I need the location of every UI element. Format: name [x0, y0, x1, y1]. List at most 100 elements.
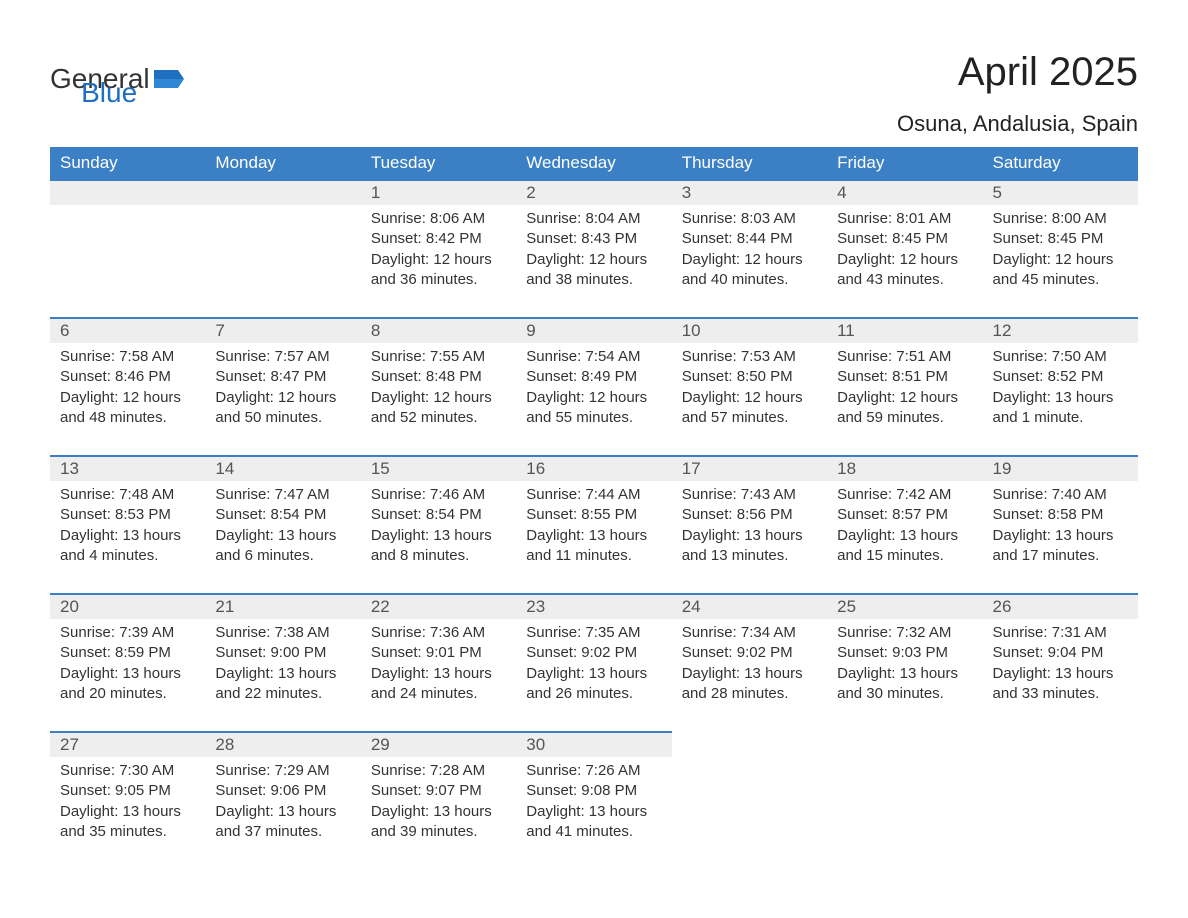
weekday-header: Saturday	[983, 147, 1138, 179]
daylight-text: Daylight: 12 hours	[371, 250, 506, 270]
daylight-text: Daylight: 13 hours	[993, 526, 1128, 546]
daylight-text-cont: and 59 minutes.	[837, 408, 972, 428]
daylight-text-cont: and 45 minutes.	[993, 270, 1128, 290]
daylight-text: Daylight: 13 hours	[837, 526, 972, 546]
daylight-text: Daylight: 13 hours	[526, 664, 661, 684]
daylight-text-cont: and 57 minutes.	[682, 408, 817, 428]
day-number: 8	[361, 317, 516, 343]
day-number: 30	[516, 731, 671, 757]
calendar-day-cell: 4Sunrise: 8:01 AMSunset: 8:45 PMDaylight…	[827, 179, 982, 317]
calendar-day-cell: 9Sunrise: 7:54 AMSunset: 8:49 PMDaylight…	[516, 317, 671, 455]
sunrise-text: Sunrise: 7:35 AM	[526, 623, 661, 643]
daylight-text-cont: and 20 minutes.	[60, 684, 195, 704]
daylight-text-cont: and 40 minutes.	[682, 270, 817, 290]
weekday-header: Monday	[205, 147, 360, 179]
daylight-text: Daylight: 13 hours	[837, 664, 972, 684]
daylight-text-cont: and 8 minutes.	[371, 546, 506, 566]
logo-flag-icon	[154, 70, 184, 88]
calendar-day-cell: 21Sunrise: 7:38 AMSunset: 9:00 PMDayligh…	[205, 593, 360, 731]
day-details: Sunrise: 7:28 AMSunset: 9:07 PMDaylight:…	[361, 757, 516, 848]
sunset-text: Sunset: 9:06 PM	[215, 781, 350, 801]
day-details: Sunrise: 7:32 AMSunset: 9:03 PMDaylight:…	[827, 619, 982, 710]
day-details: Sunrise: 8:00 AMSunset: 8:45 PMDaylight:…	[983, 205, 1138, 296]
day-number: 3	[672, 179, 827, 205]
day-number: 25	[827, 593, 982, 619]
sunrise-text: Sunrise: 7:39 AM	[60, 623, 195, 643]
daylight-text-cont: and 4 minutes.	[60, 546, 195, 566]
sunrise-text: Sunrise: 7:48 AM	[60, 485, 195, 505]
sunset-text: Sunset: 8:59 PM	[60, 643, 195, 663]
calendar-day-cell: 11Sunrise: 7:51 AMSunset: 8:51 PMDayligh…	[827, 317, 982, 455]
day-number: 10	[672, 317, 827, 343]
calendar-day-cell: 25Sunrise: 7:32 AMSunset: 9:03 PMDayligh…	[827, 593, 982, 731]
day-number: 20	[50, 593, 205, 619]
daylight-text-cont: and 52 minutes.	[371, 408, 506, 428]
sunrise-text: Sunrise: 7:55 AM	[371, 347, 506, 367]
day-number: 5	[983, 179, 1138, 205]
calendar-table: SundayMondayTuesdayWednesdayThursdayFrid…	[50, 147, 1138, 869]
sunrise-text: Sunrise: 7:36 AM	[371, 623, 506, 643]
sunrise-text: Sunrise: 7:53 AM	[682, 347, 817, 367]
sunset-text: Sunset: 9:00 PM	[215, 643, 350, 663]
calendar-day-cell: 27Sunrise: 7:30 AMSunset: 9:05 PMDayligh…	[50, 731, 205, 869]
calendar-week-row: 6Sunrise: 7:58 AMSunset: 8:46 PMDaylight…	[50, 317, 1138, 455]
daylight-text: Daylight: 13 hours	[215, 664, 350, 684]
sunrise-text: Sunrise: 7:54 AM	[526, 347, 661, 367]
calendar-body: 1Sunrise: 8:06 AMSunset: 8:42 PMDaylight…	[50, 179, 1138, 869]
day-number: 15	[361, 455, 516, 481]
daylight-text-cont: and 39 minutes.	[371, 822, 506, 842]
weekday-header: Tuesday	[361, 147, 516, 179]
calendar-week-row: 20 Sunrise: 7:39 AMSunset: 8:59 PM Dayligh…	[50, 593, 1138, 731]
sunset-text: Sunset: 9:01 PM	[371, 643, 506, 663]
sunset-text: Sunset: 9:03 PM	[837, 643, 972, 663]
day-details: Sunrise: 7:42 AMSunset: 8:57 PMDaylight:…	[827, 481, 982, 572]
sunrise-text: Sunrise: 7:50 AM	[993, 347, 1128, 367]
day-number: 7	[205, 317, 360, 343]
sunrise-text: Sunrise: 8:03 AM	[682, 209, 817, 229]
daylight-text: Daylight: 12 hours	[682, 388, 817, 408]
month-title: April 2025	[958, 50, 1138, 95]
sunrise-text: Sunrise: 7:42 AM	[837, 485, 972, 505]
calendar-day-cell: 18Sunrise: 7:42 AMSunset: 8:57 PMDayligh…	[827, 455, 982, 593]
calendar-day-cell: 28Sunrise: 7:29 AMSunset: 9:06 PMDayligh…	[205, 731, 360, 869]
daylight-text-cont: and 6 minutes.	[215, 546, 350, 566]
day-number: 29	[361, 731, 516, 757]
sunset-text: Sunset: 8:47 PM	[215, 367, 350, 387]
day-number: 23	[516, 593, 671, 619]
day-details: Sunrise: 7:31 AMSunset: 9:04 PMDaylight:…	[983, 619, 1138, 710]
day-number: 16	[516, 455, 671, 481]
day-number: 26	[983, 593, 1138, 619]
day-details: Sunrise: 7:54 AMSunset: 8:49 PMDaylight:…	[516, 343, 671, 434]
day-details: Sunrise: 8:01 AMSunset: 8:45 PMDaylight:…	[827, 205, 982, 296]
daylight-text: Daylight: 13 hours	[682, 526, 817, 546]
sunset-text: Sunset: 8:43 PM	[526, 229, 661, 249]
calendar-day-cell: 7Sunrise: 7:57 AMSunset: 8:47 PMDaylight…	[205, 317, 360, 455]
day-details: Sunrise: 7:55 AMSunset: 8:48 PMDaylight:…	[361, 343, 516, 434]
day-number: 13	[50, 455, 205, 481]
calendar-day-cell: 12Sunrise: 7:50 AMSunset: 8:52 PMDayligh…	[983, 317, 1138, 455]
day-number: 6	[50, 317, 205, 343]
day-number: 9	[516, 317, 671, 343]
daylight-text-cont: and 26 minutes.	[526, 684, 661, 704]
day-number: 17	[672, 455, 827, 481]
calendar-day-cell: 3Sunrise: 8:03 AMSunset: 8:44 PMDaylight…	[672, 179, 827, 317]
day-number: 12	[983, 317, 1138, 343]
sunrise-text: Sunrise: 7:43 AM	[682, 485, 817, 505]
day-details: Sunrise: 7:50 AMSunset: 8:52 PMDaylight:…	[983, 343, 1138, 434]
sunrise-text: Sunrise: 7:38 AM	[215, 623, 350, 643]
daylight-text: Daylight: 13 hours	[215, 802, 350, 822]
calendar-day-cell: 15Sunrise: 7:46 AMSunset: 8:54 PMDayligh…	[361, 455, 516, 593]
sunset-text: Sunset: 9:05 PM	[60, 781, 195, 801]
day-details: Sunrise: 7:44 AMSunset: 8:55 PMDaylight:…	[516, 481, 671, 572]
sunset-text: Sunset: 9:04 PM	[993, 643, 1128, 663]
calendar-day-cell: 17Sunrise: 7:43 AMSunset: 8:56 PMDayligh…	[672, 455, 827, 593]
sunset-text: Sunset: 8:44 PM	[682, 229, 817, 249]
day-details: Sunrise: 7:26 AMSunset: 9:08 PMDaylight:…	[516, 757, 671, 848]
day-number: 19	[983, 455, 1138, 481]
sunrise-text: Sunrise: 8:06 AM	[371, 209, 506, 229]
calendar-week-row: 1Sunrise: 8:06 AMSunset: 8:42 PMDaylight…	[50, 179, 1138, 317]
sunrise-text: Sunrise: 7:58 AM	[60, 347, 195, 367]
day-number: 24	[672, 593, 827, 619]
sunrise-text: Sunrise: 7:57 AM	[215, 347, 350, 367]
day-details: Sunrise: 7:34 AMSunset: 9:02 PMDaylight:…	[672, 619, 827, 710]
